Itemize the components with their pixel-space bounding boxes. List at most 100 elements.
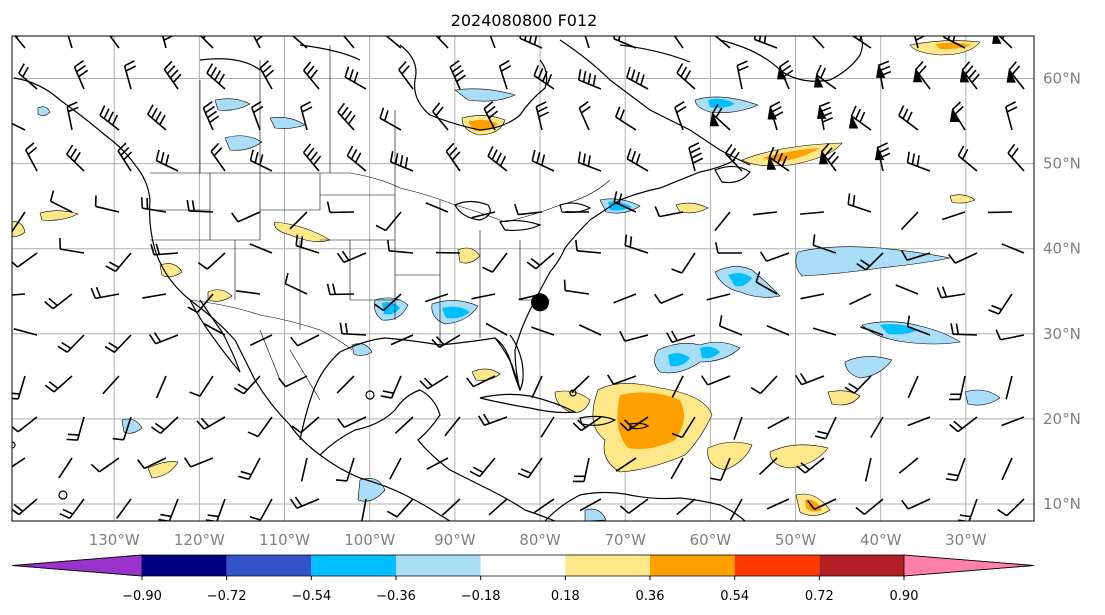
wind-barb [471, 293, 496, 300]
wind-barb [44, 293, 73, 310]
wind-barb [498, 60, 512, 90]
wind-barb [483, 101, 499, 131]
wind-barb [259, 60, 275, 90]
wind-barb [487, 146, 508, 172]
negative-anomaly-area [795, 246, 951, 277]
positive-anomaly-area [207, 289, 233, 302]
coastline-gulf [299, 159, 736, 441]
wind-barb [202, 100, 220, 131]
wind-barb [252, 36, 264, 49]
wind-barb [676, 63, 696, 90]
wind-barb [901, 498, 931, 510]
wind-barb [913, 60, 931, 90]
positive-anomaly-core [762, 148, 820, 162]
wind-barb [102, 375, 120, 395]
wind-barb [300, 457, 308, 482]
longitude-label: 130°W [89, 531, 140, 549]
wind-barb [300, 101, 313, 131]
wind-barb [848, 105, 872, 131]
longitude-label: 80°W [519, 531, 561, 549]
island [12, 441, 16, 449]
wind-barb [957, 145, 978, 172]
wind-barb [337, 416, 367, 429]
wind-barb [1005, 101, 1018, 131]
wind-barb [578, 100, 591, 131]
wind-barb [147, 104, 167, 131]
wind-barb [901, 250, 931, 261]
wind-barb [335, 457, 355, 482]
canada-province-lines [199, 45, 396, 173]
wind-barb [777, 59, 794, 90]
wind-barb [613, 36, 637, 49]
wind-barb [151, 416, 179, 435]
negative-anomaly-core [708, 98, 735, 108]
colorbar-segment [819, 555, 904, 576]
latitude-label: 60°N [1043, 70, 1081, 88]
us-mexico-border [189, 299, 353, 351]
wind-barb [303, 61, 320, 90]
wind-barb [876, 60, 892, 90]
wind-barb [624, 234, 649, 254]
wind-barb [945, 457, 966, 482]
wind-barb [855, 498, 884, 515]
wind-barb [419, 375, 449, 390]
wind-barb [676, 498, 696, 516]
longitude-label: 30°W [945, 531, 987, 549]
wind-barb [709, 457, 731, 482]
wind-barb [906, 315, 931, 336]
wind-barb [849, 293, 872, 306]
wind-barb [112, 416, 132, 441]
wind-barb [249, 334, 273, 347]
wind-barb [90, 286, 120, 300]
wind-barb [796, 457, 825, 474]
wind-barb [58, 457, 73, 479]
coastline-arctic-islands [199, 44, 691, 71]
wind-barb [714, 36, 731, 49]
wind-barb [385, 36, 402, 49]
wind-barb [66, 144, 85, 172]
negative-anomaly-core [728, 273, 752, 287]
wind-barb [811, 36, 825, 49]
colorbar-segment [734, 555, 820, 576]
wind-barb [109, 36, 120, 49]
wind-barb [1007, 143, 1025, 172]
wind-barb [949, 416, 978, 433]
negative-anomaly-core [668, 346, 720, 367]
wind-barb [73, 59, 89, 90]
coastline-hudson-bay [399, 44, 548, 131]
negative-anomaly-area [214, 98, 251, 111]
longitude-labels: 130°W 120°W 110°W 100°W 90°W 80°W 70°W 60°W 50°W… [89, 531, 987, 549]
map-frame [11, 35, 1035, 522]
wind-barb [898, 105, 919, 131]
wind-barb [289, 496, 320, 509]
wind-barb [817, 101, 833, 131]
wind-barb [206, 63, 226, 90]
wind-barb [942, 36, 966, 49]
wind-barb [736, 60, 749, 90]
wind-barb [540, 416, 555, 438]
wind-barb [847, 193, 872, 213]
wind-barb [531, 149, 555, 172]
wind-barb [387, 239, 414, 254]
wind-barb [673, 36, 684, 49]
station-dot [531, 293, 550, 312]
colorbar-segment [226, 555, 312, 576]
wind-barb [387, 498, 414, 518]
wind-barb [813, 64, 837, 90]
wind-barb [619, 416, 649, 432]
wind-barb [517, 457, 543, 479]
wind-barb [488, 498, 508, 516]
wind-barb [339, 322, 367, 336]
colorbar-extend-high [903, 554, 1035, 577]
colorbar-tick-label: −0.36 [376, 589, 416, 604]
wind-barb [671, 375, 684, 398]
colorbar-tick-label: −0.18 [461, 589, 501, 604]
positive-anomaly-area [147, 461, 179, 479]
wind-barb [724, 144, 743, 172]
wind-barb [290, 334, 320, 347]
wind-barb [379, 107, 402, 131]
negative-anomaly-area [964, 389, 1001, 406]
wind-barb [767, 416, 790, 429]
wind-barb [750, 375, 778, 395]
wind-barb [959, 61, 980, 90]
